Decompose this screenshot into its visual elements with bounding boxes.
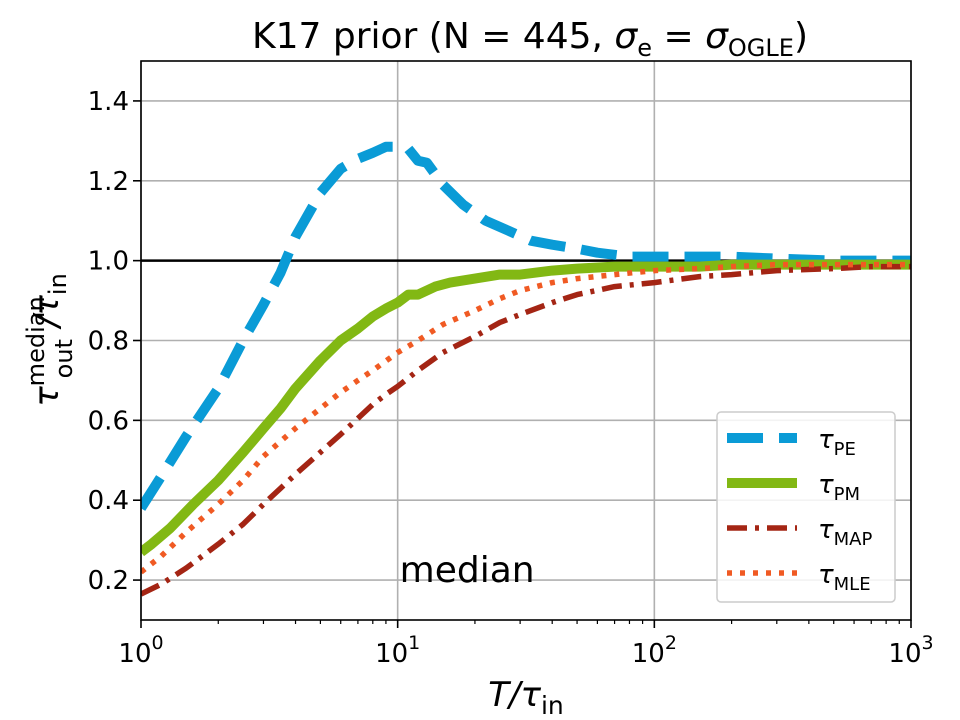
legend-label-mle: τMLE [818,560,871,595]
y-tick-label: 1.4 [88,87,129,117]
legend-label-pm: τPM [818,470,860,505]
legend-label-map: τMAP [818,515,873,550]
median-annotation: median [400,550,535,591]
x-axis-label: T/τin [488,675,564,720]
series-line-pe [141,141,911,511]
x-tick-label: 103 [888,632,933,669]
x-tick-label: 100 [118,632,163,669]
y-tick-label: 0.6 [88,406,129,436]
series-line-pm [141,259,911,557]
y-tick-label: 1.2 [88,167,129,197]
x-tick-label: 101 [375,632,420,669]
series-group [141,141,911,597]
series-line-map [141,263,911,597]
legend-label-pe: τPE [818,425,856,460]
y-tick-label: 1.0 [88,247,129,277]
y-tick-label: 0.4 [88,486,129,516]
chart-title: K17 prior (N = 445, σe = σOGLE) [252,16,808,62]
y-tick-label: 0.8 [88,327,129,357]
tick-group: 100 101 102 103 0.2 0.4 0.6 0.8 1.0 1.2 1.4 [88,87,934,669]
y-axis-label: τmedianout/τin [22,273,78,407]
y-tick-label: 0.2 [88,566,129,596]
x-tick-label: 102 [632,632,677,669]
series-line-mle [141,261,911,575]
legend: τPE τPM τMAP τMLE [716,411,896,603]
